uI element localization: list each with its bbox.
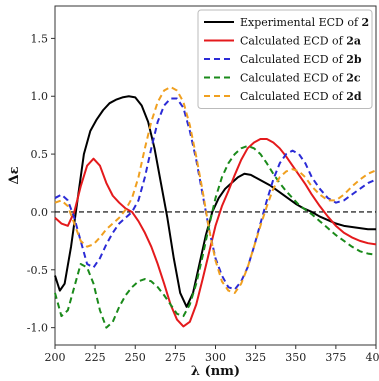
legend-entry-2b: Calculated ECD of 2b: [240, 53, 362, 66]
x-tick-label: 325: [245, 351, 266, 364]
y-tick-label: 0.5: [31, 148, 49, 161]
x-tick-label: 350: [285, 351, 306, 364]
x-tick-label: 275: [165, 351, 186, 364]
x-tick-label: 225: [85, 351, 106, 364]
series-line-2: [54, 95, 376, 308]
legend: Experimental ECD of 2 Calculated ECD of 2…: [197, 9, 373, 109]
y-tick-label: 0.0: [31, 206, 49, 219]
y-tick-label: -1.0: [27, 322, 48, 335]
x-tick-label: 400: [366, 351, 379, 364]
axis-ticks: 200 225 250 275 300 325 350 375 400 -1.0 -0.5 0.0 0.…: [27, 32, 379, 364]
series-line-2a: [54, 138, 377, 328]
x-tick-label: 300: [205, 351, 226, 364]
x-tick-label: 375: [325, 351, 346, 364]
x-tick-label: 200: [45, 351, 66, 364]
y-axis-label: Δε: [7, 166, 22, 184]
y-tick-label: 1.5: [31, 32, 49, 45]
legend-entry-2a: Calculated ECD of 2a: [240, 35, 361, 48]
x-axis-label: λ (nm): [191, 364, 240, 379]
y-tick-label: 1.0: [31, 90, 49, 103]
y-tick-label: -0.5: [27, 264, 48, 277]
x-tick-label: 250: [125, 351, 146, 364]
legend-entry-2d: Calculated ECD of 2d: [240, 90, 362, 103]
legend-entry-2: Experimental ECD of 2: [240, 16, 369, 29]
legend-entry-2c: Calculated ECD of 2c: [240, 72, 361, 85]
legend-box: [197, 9, 373, 109]
